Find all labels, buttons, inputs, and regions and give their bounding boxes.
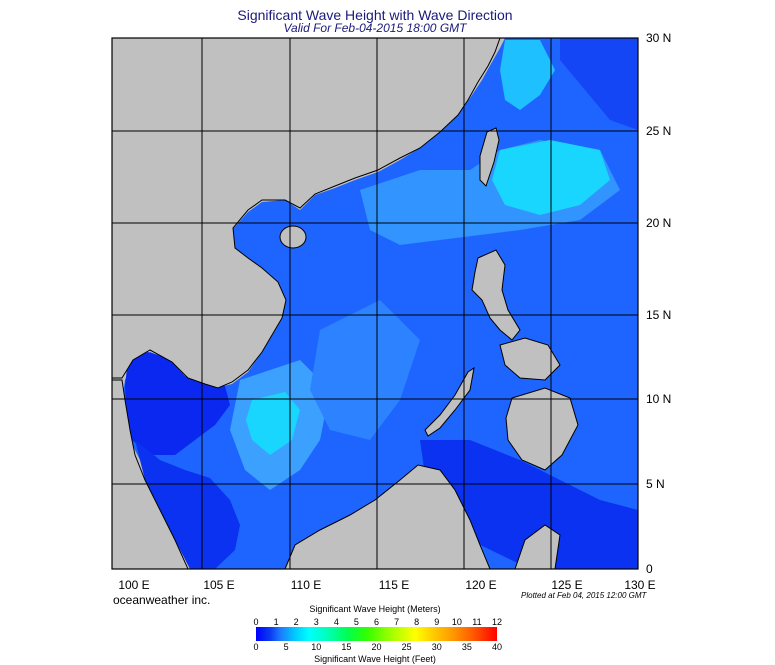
colorbar-meters-tick: 0 [253, 617, 259, 627]
lon-label-105e: 105 E [203, 578, 235, 592]
colorbar-feet-tick: 10 [311, 642, 322, 652]
lat-label-25n: 25 N [646, 124, 672, 138]
lat-label-5n: 5 N [646, 477, 665, 491]
colorbar-meters-tick: 2 [293, 617, 299, 627]
colorbar-feet-tick: 5 [283, 642, 289, 652]
colorbar-meters-tick: 7 [394, 617, 400, 627]
colorbar-feet-tick: 30 [431, 642, 442, 652]
land-borneo [284, 464, 491, 569]
colorbar-title-feet: Significant Wave Height (Feet) [314, 654, 436, 664]
map-subtitle: Valid For Feb-04-2015 18:00 GMT [283, 21, 467, 35]
colorbar-meters-tick: 3 [313, 617, 319, 627]
wave-height-colorbar [256, 627, 497, 641]
lon-label-130e: 130 E [624, 578, 656, 592]
land-malay-peninsula [112, 379, 189, 569]
land-sulawesi [514, 524, 561, 569]
lat-label-30n: 30 N [646, 31, 672, 45]
deep-water-gulf-of-thailand [125, 352, 230, 455]
land-palawan [424, 366, 475, 437]
lat-label-0: 0 [646, 562, 653, 576]
colorbar-title-meters: Significant Wave Height (Meters) [309, 604, 441, 614]
lon-label-115e: 115 E [378, 578, 410, 592]
land-hainan [279, 225, 307, 249]
map-title: Significant Wave Height with Wave Direct… [237, 7, 513, 23]
colorbar-meters-tick: 9 [434, 617, 440, 627]
colorbar-feet-tick: 15 [341, 642, 352, 652]
light-water-band-central [310, 300, 420, 440]
land-luzon [471, 249, 521, 341]
colorbar-meters-tick: 5 [353, 617, 359, 627]
land-taiwan [479, 127, 500, 187]
deep-water-south [135, 440, 240, 569]
colorbar-feet-tick: 25 [401, 642, 412, 652]
deep-water-northeast [560, 38, 638, 130]
land-mainland-asia [112, 38, 501, 389]
colorbar-meters-tick: 11 [472, 617, 482, 627]
colorbar-feet-tick: 20 [371, 642, 382, 652]
colorbar-feet-tick: 0 [253, 642, 259, 652]
cyan-water-south-vietnam [246, 392, 300, 455]
colorbar-feet-tick: 35 [461, 642, 472, 652]
lon-label-125e: 125 E [551, 578, 583, 592]
colorbar-meters-tick: 6 [373, 617, 379, 627]
colorbar-meters-tick: 8 [414, 617, 420, 627]
land-visayas [499, 337, 561, 381]
plotted-note: Plotted at Feb 04, 2015 12:00 GMT [521, 591, 647, 600]
colorbar-feet-tick: 40 [491, 642, 502, 652]
lat-label-15n: 15 N [646, 308, 672, 322]
lon-label-120e: 120 E [465, 578, 497, 592]
lon-label-100e: 100 E [118, 578, 150, 592]
lat-lon-grid [112, 38, 638, 569]
lat-label-10n: 10 N [646, 392, 672, 406]
colorbar-meters-tick: 4 [333, 617, 339, 627]
land-mindanao [505, 387, 579, 471]
credit-text: oceanweather inc. [113, 593, 211, 607]
colorbar-meters-tick: 12 [491, 617, 502, 627]
cyan-water-northeast [500, 40, 555, 110]
lon-label-110e: 110 E [290, 578, 322, 592]
map-frame [111, 37, 639, 570]
colorbar-meters-tick: 10 [451, 617, 462, 627]
colorbar-meters-tick: 1 [273, 617, 279, 627]
lat-label-20n: 20 N [646, 216, 672, 230]
